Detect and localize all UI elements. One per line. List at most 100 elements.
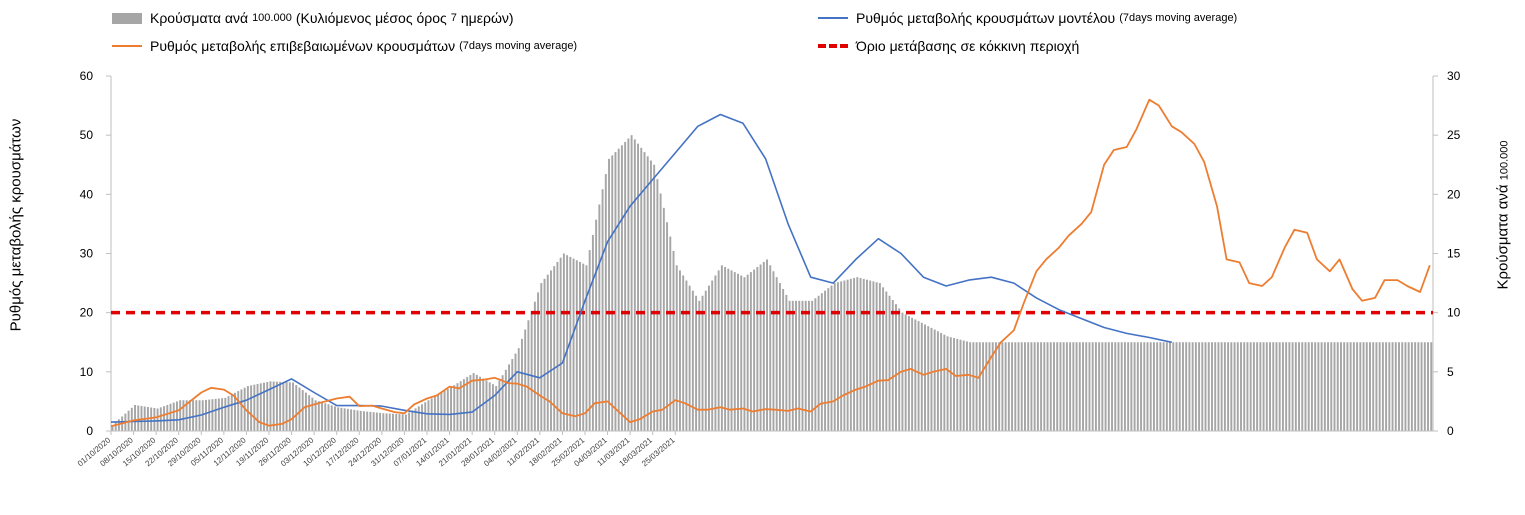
bar [1011,342,1014,431]
bar [1394,342,1397,431]
line-series [110,98,1431,428]
bar [875,282,878,431]
bar [408,412,411,431]
bar [698,300,701,431]
bar [1024,342,1026,431]
bar [137,405,140,431]
bar [1152,342,1155,431]
bar [882,287,885,431]
bar [753,269,756,431]
bar [1336,342,1339,431]
legend-confirmed: Ρυθμός μεταβολής επιβεβαιωμένων κρουσμάτ… [112,38,577,54]
bar [656,179,659,431]
bar [221,398,224,431]
bar [569,256,572,431]
y-left-tick-label: 20 [80,306,94,320]
bar [375,412,378,431]
legend-confirmed-swatch [112,45,142,47]
bar [1078,342,1081,431]
bar [824,290,827,431]
bar [550,270,552,431]
bar [795,300,798,431]
bar [205,399,207,431]
bar [201,400,204,431]
y-axis-right-title: Κρούσματα ανά 100.000 [1495,141,1512,290]
bar [1240,342,1242,431]
bar [1285,342,1288,431]
bar [1020,342,1023,431]
bar [969,342,972,431]
bar [1304,342,1307,431]
bar [778,283,781,431]
bar [537,292,540,431]
confirmed-line [110,98,1431,428]
bar [807,300,810,431]
bar [443,390,446,431]
bar [1085,342,1088,431]
bar [830,285,833,431]
bar [508,364,511,431]
bar [556,261,559,431]
bar [369,411,372,431]
bar [172,402,175,431]
bar [801,300,804,431]
bar [888,295,891,431]
bar [350,409,353,431]
bar [1117,342,1120,431]
bar [1149,342,1152,431]
bar [1301,342,1304,431]
bar [1401,342,1404,431]
bar [353,409,356,431]
bar [1272,342,1275,431]
legend-confirmed-label: Ρυθμός μεταβολής επιβεβαιωμένων κρουσμάτ… [150,38,456,54]
bar [1259,342,1262,431]
bar [453,385,456,431]
bar [1349,342,1352,431]
bar [456,383,459,431]
bar [446,389,449,431]
bar [1391,342,1394,431]
bar [759,264,762,431]
bar [917,321,920,431]
bar [1381,342,1384,431]
bar [624,141,627,431]
bar [843,280,846,431]
bar [214,398,217,431]
bar [524,329,527,431]
bar [130,407,133,431]
bar [608,158,610,432]
bar [182,400,185,431]
bar [853,278,856,431]
legend-threshold-swatch [818,44,848,48]
bar [1233,342,1236,431]
bar [1030,342,1033,431]
bar [1162,342,1165,431]
bar [1143,342,1146,431]
bar [1291,342,1294,431]
bar [427,400,430,431]
bar [766,259,768,431]
bar [1359,342,1362,431]
bar [382,413,385,431]
bar [1075,342,1078,431]
y-axis-right-title-text: Κρούσματα ανά [1494,184,1512,290]
bar [366,411,369,431]
bar [269,381,272,431]
bar [562,253,565,431]
bar [846,279,849,431]
bar [1385,342,1388,431]
bar [859,278,862,431]
bar [395,413,398,431]
bar [946,336,949,431]
y-left-tick-label: 60 [80,69,94,83]
bar [649,160,652,431]
bar [440,392,443,431]
bar [417,406,420,431]
bar [982,342,985,431]
bar [724,267,727,431]
bar [643,152,646,432]
bar [462,379,465,431]
bar [501,375,504,431]
bar [166,404,169,431]
bar [1159,342,1162,431]
